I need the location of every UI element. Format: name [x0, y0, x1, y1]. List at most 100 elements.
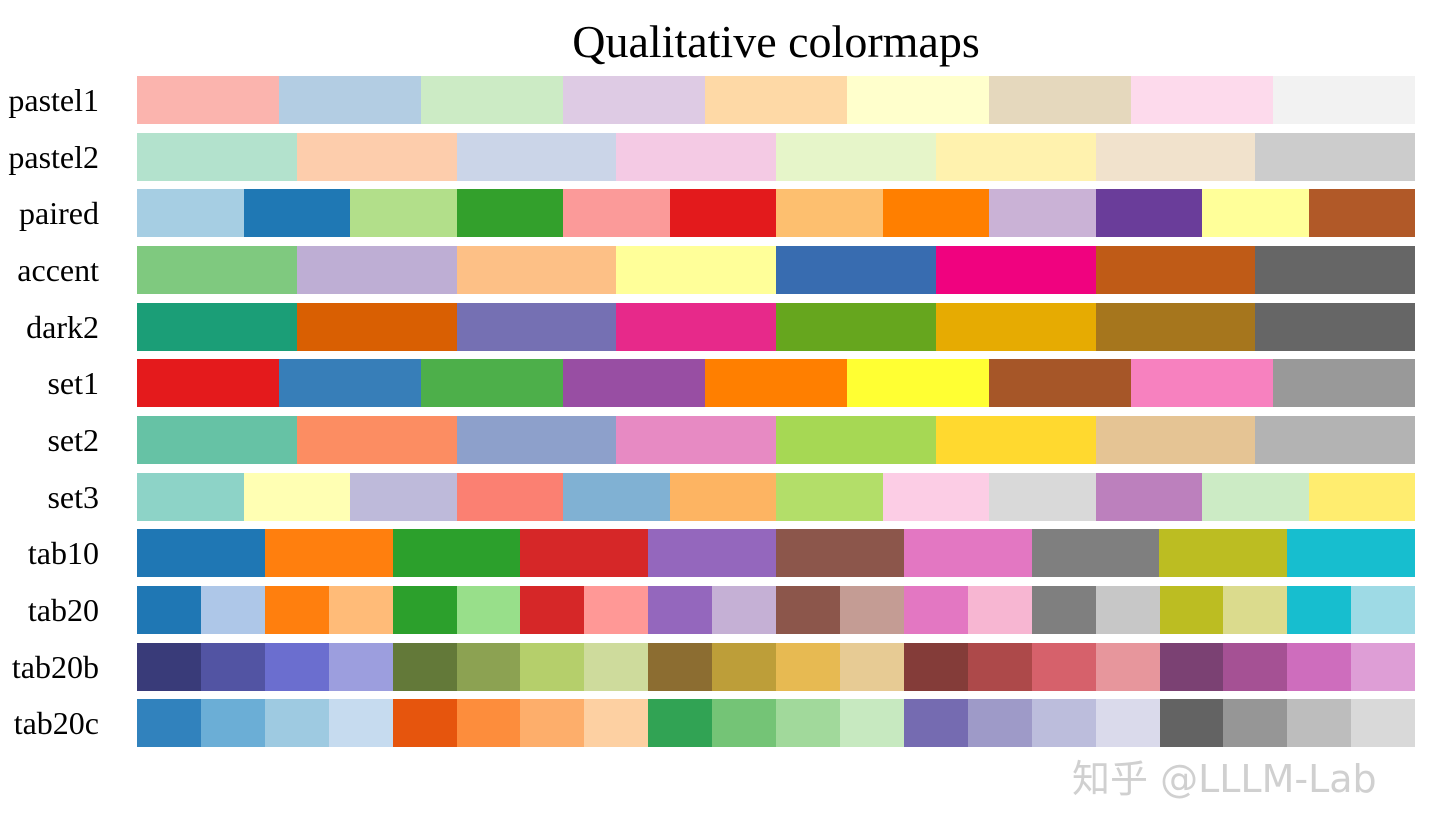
color-swatch: [421, 76, 563, 124]
color-swatch: [989, 359, 1131, 408]
color-swatch: [1223, 585, 1288, 634]
colormap-row-set1: set1: [0, 359, 1415, 408]
color-swatch: [989, 76, 1131, 124]
color-swatch: [456, 245, 617, 294]
colormap-label: pastel1: [8, 82, 99, 118]
color-swatch: [456, 642, 521, 691]
color-swatch: [616, 132, 776, 181]
color-swatch: [520, 642, 585, 691]
color-swatch: [200, 585, 265, 634]
color-swatch: [137, 302, 297, 351]
color-swatch: [1308, 189, 1415, 238]
color-swatch: [1287, 699, 1352, 748]
color-swatch: [839, 585, 904, 634]
color-swatch: [839, 699, 904, 748]
color-swatch: [243, 472, 350, 521]
color-swatch: [137, 415, 297, 464]
color-swatch: [648, 585, 713, 634]
color-swatch: [1273, 76, 1415, 124]
color-swatch: [935, 302, 1096, 351]
color-swatch: [935, 415, 1096, 464]
color-swatch: [1273, 359, 1415, 408]
colormap-label: set3: [47, 478, 99, 515]
color-swatch: [584, 585, 649, 634]
color-swatch: [1131, 359, 1273, 408]
color-swatch: [584, 699, 649, 748]
color-swatch: [616, 302, 776, 351]
color-swatch: [705, 76, 847, 124]
color-swatch: [1095, 585, 1160, 634]
color-swatch: [1287, 585, 1352, 634]
color-swatch: [712, 699, 777, 748]
color-swatch: [1223, 642, 1288, 691]
colormap-strip: [137, 472, 1415, 521]
color-swatch: [1202, 189, 1309, 238]
color-swatch: [279, 359, 421, 408]
color-swatch: [776, 245, 936, 294]
color-swatch: [648, 699, 713, 748]
color-swatch: [200, 642, 265, 691]
color-swatch: [847, 76, 989, 124]
colormap-label: pastel2: [8, 138, 99, 175]
colormap-label: accent: [17, 251, 99, 288]
color-swatch: [137, 472, 244, 521]
color-swatch: [1351, 585, 1416, 634]
color-swatch: [137, 642, 201, 691]
colormap-strip: [137, 189, 1415, 238]
color-swatch: [989, 189, 1096, 238]
color-swatch: [903, 529, 1032, 578]
color-swatch: [264, 529, 393, 578]
color-swatch: [1031, 585, 1096, 634]
color-swatch: [1095, 245, 1256, 294]
color-swatch: [1202, 472, 1309, 521]
color-swatch: [775, 529, 904, 578]
color-swatch: [520, 699, 585, 748]
color-swatch: [1095, 302, 1256, 351]
color-swatch: [776, 415, 936, 464]
color-swatch: [776, 585, 840, 634]
color-swatch: [456, 189, 563, 238]
color-swatch: [264, 642, 329, 691]
color-swatch: [669, 472, 776, 521]
color-swatch: [669, 189, 776, 238]
colormap-strip: [137, 245, 1415, 294]
color-swatch: [1255, 302, 1415, 351]
colormap-row-accent: accent: [0, 245, 1415, 294]
color-swatch: [648, 642, 713, 691]
color-swatch: [1095, 699, 1160, 748]
colormap-strip: [137, 642, 1416, 691]
color-swatch: [137, 699, 201, 748]
color-swatch: [520, 529, 649, 578]
color-swatch: [967, 699, 1032, 748]
color-swatch: [137, 132, 297, 181]
color-swatch: [989, 472, 1096, 521]
color-swatch: [137, 189, 244, 238]
color-swatch: [903, 699, 968, 748]
colormap-strip: [137, 699, 1416, 748]
color-swatch: [456, 302, 617, 351]
color-swatch: [137, 359, 279, 408]
color-swatch: [882, 472, 989, 521]
color-swatch: [839, 642, 904, 691]
color-swatch: [563, 76, 705, 124]
colormap-row-tab10: tab10: [0, 529, 1415, 578]
color-swatch: [456, 699, 521, 748]
colormap-strip: [137, 76, 1415, 124]
color-swatch: [882, 189, 989, 238]
color-swatch: [350, 189, 457, 238]
colormap-row-tab20: tab20: [0, 585, 1416, 634]
colormap-label: paired: [19, 195, 99, 232]
color-swatch: [967, 585, 1032, 634]
color-swatch: [1308, 472, 1415, 521]
colormap-strip: [137, 529, 1415, 578]
color-swatch: [200, 699, 265, 748]
color-swatch: [1031, 642, 1096, 691]
color-swatch: [296, 302, 457, 351]
color-swatch: [296, 132, 457, 181]
color-swatch: [712, 642, 777, 691]
colormap-label: set2: [47, 421, 99, 458]
color-swatch: [563, 359, 705, 408]
color-swatch: [1131, 76, 1273, 124]
color-swatch: [456, 415, 617, 464]
color-swatch: [1159, 585, 1224, 634]
